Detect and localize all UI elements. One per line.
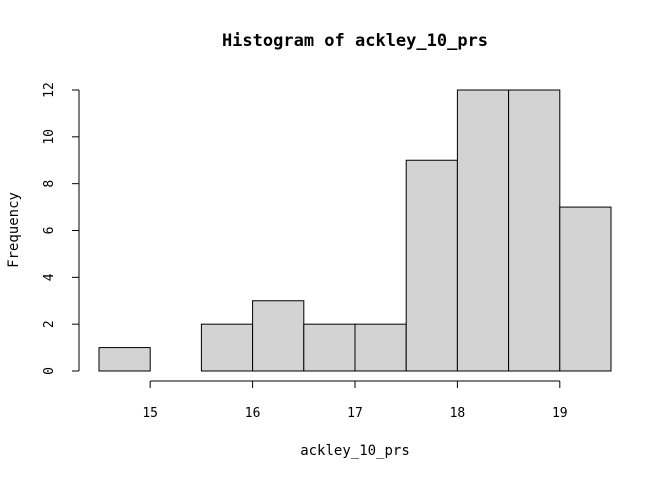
y-tick-label: 6 bbox=[42, 227, 57, 235]
bars-group bbox=[98, 89, 612, 372]
histogram-bar-4 bbox=[303, 323, 356, 372]
histogram-bar-9 bbox=[559, 206, 612, 372]
x-tick-label: 15 bbox=[142, 406, 158, 421]
x-axis: 15 16 17 18 19 bbox=[142, 380, 568, 421]
y-tick-label: 10 bbox=[42, 129, 57, 145]
chart-title: Histogram of ackley_10_prs bbox=[222, 31, 488, 51]
y-axis: 0 2 4 6 8 10 12 bbox=[42, 82, 80, 375]
histogram-bar-5 bbox=[354, 323, 407, 372]
y-tick-label: 0 bbox=[42, 367, 57, 375]
y-tick-label: 4 bbox=[42, 273, 57, 281]
x-tick-label: 17 bbox=[347, 406, 363, 421]
histogram-bar-8 bbox=[508, 89, 561, 372]
histogram-bar-2 bbox=[200, 323, 254, 372]
x-axis-label: ackley_10_prs bbox=[300, 443, 410, 459]
x-tick-label: 18 bbox=[450, 406, 466, 421]
x-tick-label: 16 bbox=[245, 406, 261, 421]
x-tick-label: 19 bbox=[552, 406, 568, 421]
y-axis-label: Frequency bbox=[6, 192, 22, 268]
y-tick-label: 2 bbox=[42, 320, 57, 328]
y-tick-label: 12 bbox=[42, 82, 57, 98]
histogram-bar-6 bbox=[405, 159, 458, 372]
histogram-bar-0 bbox=[98, 347, 151, 372]
histogram-bar-7 bbox=[456, 89, 510, 372]
y-tick-label: 8 bbox=[42, 180, 57, 188]
histogram-bar-3 bbox=[252, 300, 305, 372]
